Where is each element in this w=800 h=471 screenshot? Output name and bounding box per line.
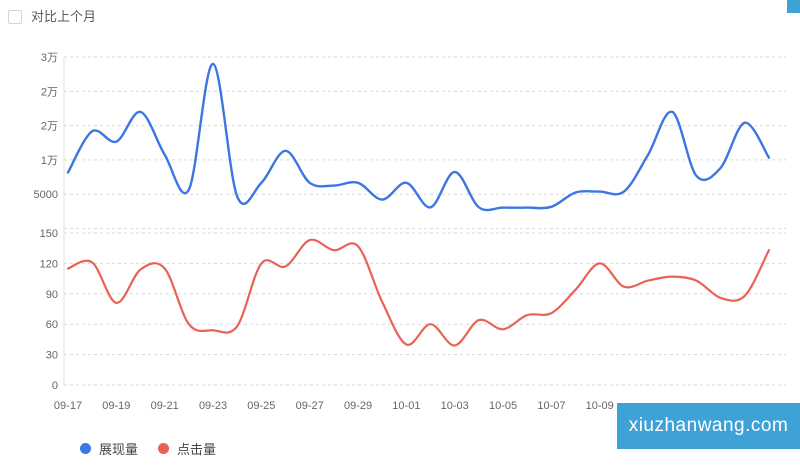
impressions-dot-icon (80, 443, 91, 454)
impressions-line (66, 62, 771, 212)
svg-text:09-27: 09-27 (296, 400, 324, 412)
chart-legend: 展现量 点击量 (80, 439, 216, 458)
corner-mark (787, 0, 800, 13)
svg-text:2万: 2万 (41, 121, 58, 133)
checkbox-label: 对比上个月 (31, 9, 97, 24)
svg-text:09-17: 09-17 (54, 400, 82, 412)
lower-grid: 150 120 90 60 30 0 (40, 228, 786, 392)
svg-text:09-19: 09-19 (102, 400, 130, 412)
svg-text:10-01: 10-01 (392, 400, 420, 412)
svg-text:09-23: 09-23 (199, 400, 227, 412)
svg-text:150: 150 (40, 228, 58, 240)
watermark-badge: xiuzhanwang.com (617, 403, 800, 449)
clicks-line (66, 238, 770, 347)
svg-text:60: 60 (46, 319, 58, 331)
svg-text:5000: 5000 (34, 189, 58, 201)
svg-text:10-07: 10-07 (537, 400, 565, 412)
svg-text:10-03: 10-03 (441, 400, 469, 412)
svg-text:120: 120 (40, 258, 58, 270)
svg-text:09-25: 09-25 (247, 400, 275, 412)
svg-text:3万: 3万 (41, 52, 58, 64)
legend-item-impressions[interactable]: 展现量 (80, 439, 138, 458)
svg-text:2万: 2万 (41, 86, 58, 98)
svg-text:90: 90 (46, 289, 58, 301)
clicks-label: 点击量 (177, 442, 217, 457)
svg-text:0: 0 (52, 380, 58, 392)
svg-text:10-05: 10-05 (489, 400, 517, 412)
compare-last-month-checkbox[interactable]: 对比上个月 (8, 9, 96, 25)
svg-text:10-09: 10-09 (586, 400, 614, 412)
legend-item-clicks[interactable]: 点击量 (158, 439, 216, 458)
x-axis-labels: 09-17 09-19 09-21 09-23 09-25 09-27 09-29 10-01… (54, 400, 614, 412)
impressions-label: 展现量 (99, 442, 139, 457)
svg-text:09-21: 09-21 (151, 400, 179, 412)
upper-grid: 3万 2万 2万 1万 5000 (34, 52, 786, 229)
svg-text:30: 30 (46, 350, 58, 362)
svg-text:1万: 1万 (41, 155, 58, 167)
svg-text:09-29: 09-29 (344, 400, 372, 412)
watermark-text: xiuzhanwang.com (628, 415, 789, 436)
checkbox-box[interactable] (8, 10, 22, 24)
clicks-dot-icon (158, 443, 170, 454)
